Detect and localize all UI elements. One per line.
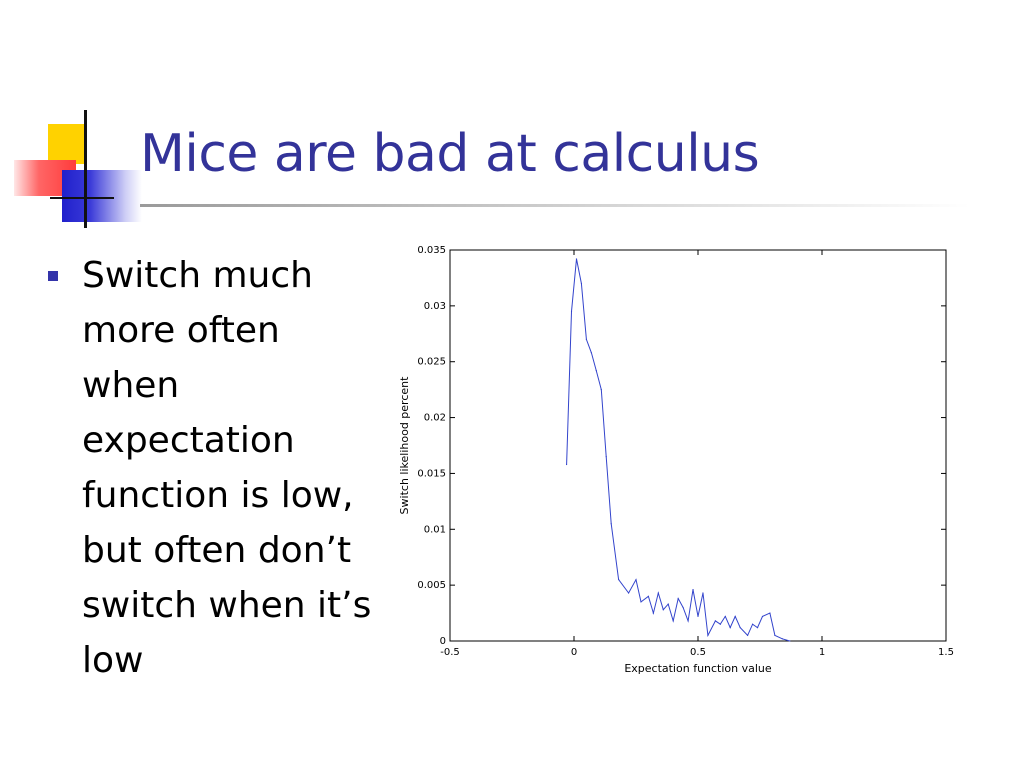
data-point [702, 592, 704, 594]
data-point [647, 595, 649, 597]
plot-frame [449, 249, 947, 642]
data-point [714, 620, 716, 622]
data-point [769, 612, 771, 614]
data-point [667, 603, 669, 605]
data-point [789, 640, 791, 642]
data-point [756, 626, 759, 629]
data-point [719, 623, 721, 625]
decor-vertical-line [84, 110, 87, 228]
data-point [580, 282, 583, 285]
bullet-marker [48, 271, 58, 281]
data-point [618, 578, 620, 581]
x-axis-label: Expectation function value [624, 662, 772, 675]
x-tick-label: 1 [819, 647, 825, 658]
data-point [605, 456, 607, 458]
decor-yellow-square [48, 124, 86, 164]
data-point [652, 612, 654, 614]
data-point [570, 310, 573, 313]
data-point [657, 592, 659, 594]
x-tick-label: -0.5 [440, 647, 460, 658]
data-point [662, 609, 664, 611]
data-point [687, 620, 689, 622]
y-tick-label: 0.015 [417, 468, 446, 479]
data-point [747, 634, 749, 637]
data-point [774, 634, 776, 637]
title-underline [140, 204, 970, 207]
data-point [627, 592, 630, 594]
data-point [692, 589, 694, 591]
y-tick-label: 0.02 [424, 413, 446, 424]
data-point [600, 389, 602, 391]
x-tick-label: 1.5 [938, 647, 954, 658]
y-tick-label: 0.035 [417, 245, 446, 256]
y-axis-label: Switch likelihood percent [398, 376, 411, 515]
y-tick-label: 0 [440, 636, 446, 647]
slide-title: Mice are bad at calculus [140, 124, 760, 184]
data-point [590, 352, 592, 354]
data-point [729, 626, 731, 629]
line-chart: -0.5 0 0.5 1 1.500.0050.010.0150.020.0250.03… [398, 245, 954, 675]
y-tick-label: 0.01 [424, 524, 446, 535]
y-tick-label: 0.005 [417, 580, 446, 591]
data-point [734, 615, 736, 618]
decor-horizontal-line [50, 197, 114, 199]
data-point [595, 370, 597, 372]
decor-blue-square [62, 170, 142, 222]
data-point [575, 258, 578, 260]
y-tick-label: 0.03 [424, 301, 446, 312]
data-point [610, 523, 612, 525]
x-tick-label: 0.5 [690, 647, 706, 658]
data-point [707, 634, 709, 637]
data-point [781, 638, 783, 640]
data-point [739, 626, 741, 629]
data-point [724, 615, 726, 618]
x-tick-label: 0 [571, 647, 577, 658]
data-point [677, 597, 679, 600]
data-point [635, 578, 637, 581]
data-point [585, 338, 587, 340]
data-point [761, 615, 764, 618]
data-point [640, 601, 642, 603]
bullet-text: Switch much more often when expectation … [82, 255, 372, 681]
data-point [751, 623, 754, 625]
data-point [682, 606, 684, 609]
data-point [565, 463, 568, 466]
data-point [672, 620, 674, 622]
data-point [697, 615, 699, 618]
y-tick-label: 0.025 [417, 357, 446, 368]
